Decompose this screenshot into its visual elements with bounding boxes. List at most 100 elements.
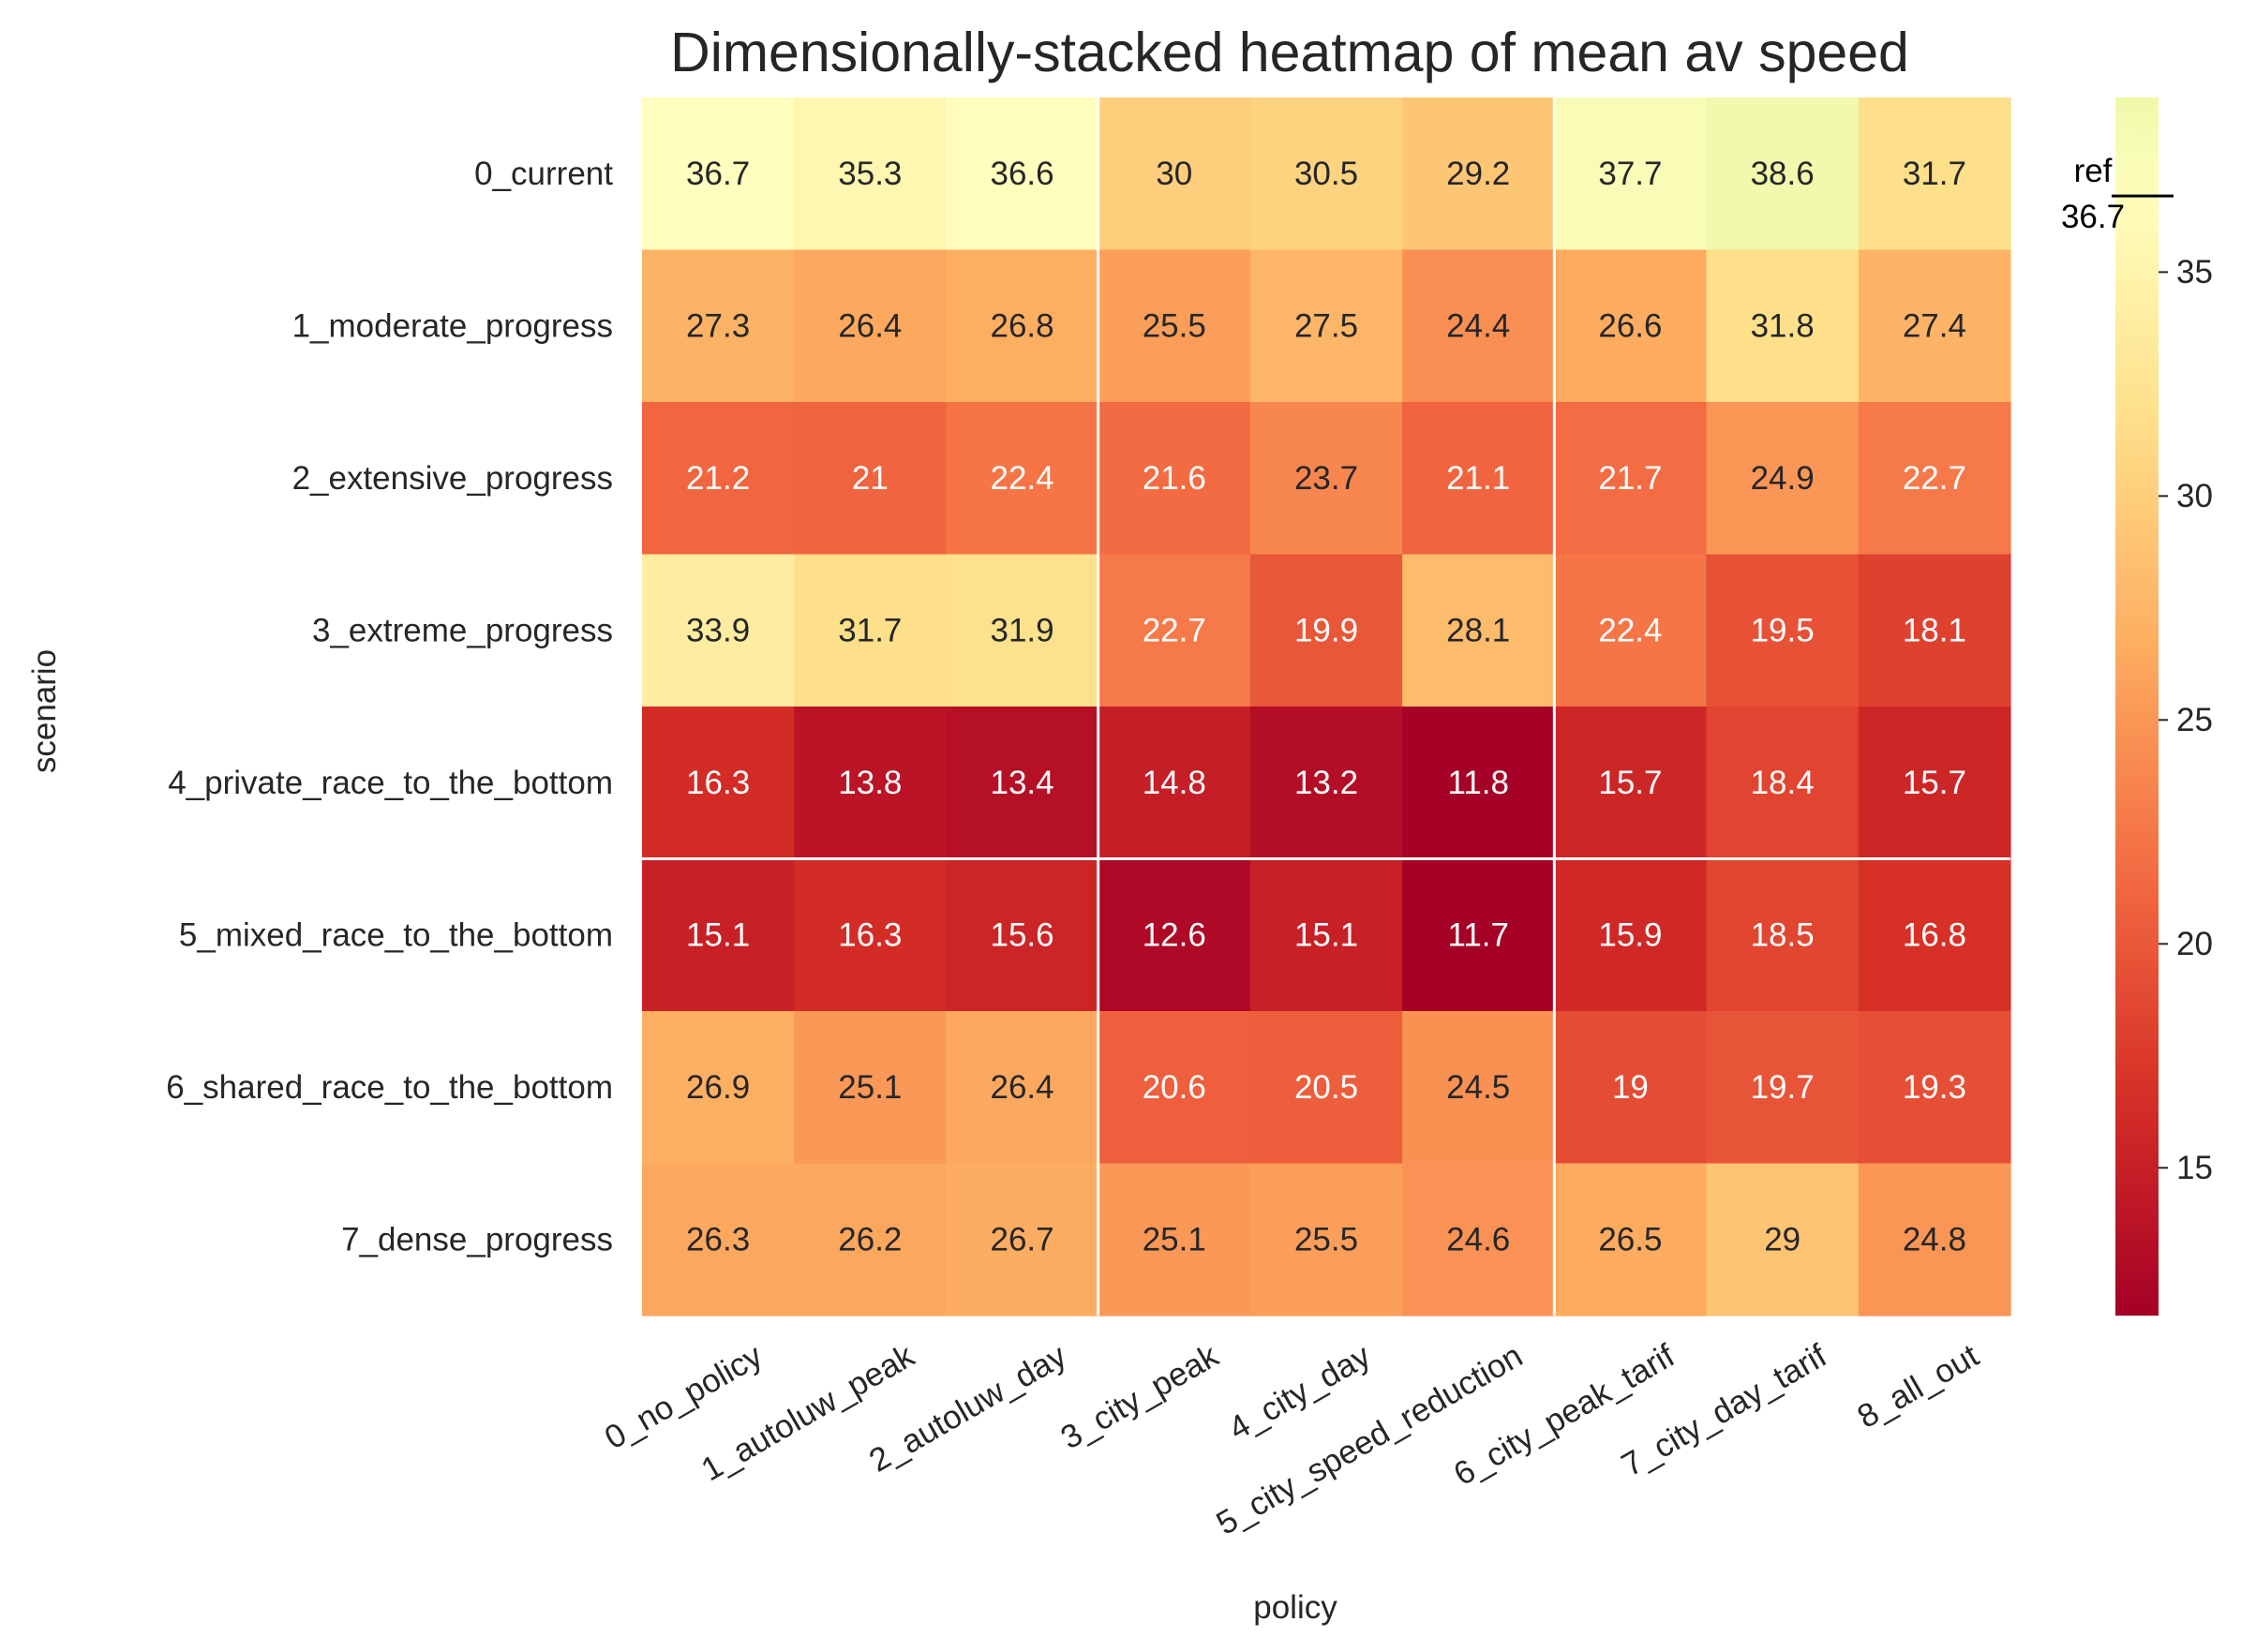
- cell-value-label: 35.3: [838, 156, 902, 192]
- heatmap-cell: [1554, 707, 1708, 860]
- colorbar: [2115, 97, 2159, 1316]
- colorbar-tick-label: 25: [2176, 702, 2213, 738]
- heatmap-cell: [946, 707, 1099, 860]
- reference-value: 36.7: [2061, 199, 2125, 235]
- y-tick-label: 0_current: [474, 156, 613, 192]
- colorbar-reference: ref 36.7: [2061, 153, 2174, 235]
- group-separators: [642, 97, 2010, 1316]
- heatmap-cell: [642, 554, 795, 707]
- colorbar-tick-label: 20: [2176, 926, 2213, 962]
- cell-value-label: 26.4: [990, 1069, 1053, 1106]
- cell-value-label: 29: [1764, 1221, 1800, 1258]
- heatmap-cell: [1402, 707, 1555, 860]
- heatmap-cell: [946, 1163, 1099, 1317]
- heatmap-cell: [1249, 554, 1403, 707]
- cell-value-label: 21.6: [1143, 460, 1206, 497]
- cell-value-label: 14.8: [1143, 765, 1206, 801]
- cell-value-label: 22.7: [1143, 612, 1206, 648]
- cell-value-label: 24.6: [1446, 1221, 1510, 1258]
- cell-value-label: 25.5: [1294, 1221, 1358, 1258]
- cell-value-label: 15.1: [686, 916, 750, 953]
- heatmap-cell: [946, 249, 1099, 403]
- cell-value-label: 22.4: [990, 460, 1053, 497]
- cell-value-label: 25.1: [1143, 1221, 1206, 1258]
- heatmap-cell: [1554, 402, 1708, 556]
- cell-value-label: 37.7: [1598, 156, 1662, 192]
- cell-value-label: 36.6: [990, 156, 1053, 192]
- heatmap-cell: [946, 402, 1099, 556]
- y-tick-label: 5_mixed_race_to_the_bottom: [179, 916, 613, 953]
- cell-value-label: 15.7: [1903, 765, 1966, 801]
- heatmap-cell: [642, 97, 795, 251]
- heatmap-cell: [1249, 1163, 1403, 1317]
- heatmap-cells: 36.7 35.3 36.6 30 30.5 29.2 37.7 38.6 31.7 27.3 26…: [642, 97, 2011, 1317]
- heatmap-cell: [1858, 1163, 2011, 1317]
- y-tick-label: 6_shared_race_to_the_bottom: [166, 1069, 613, 1106]
- x-axis-label: policy: [1253, 1589, 1337, 1626]
- heatmap-cell: [946, 858, 1099, 1012]
- y-tick-label: 3_extreme_progress: [312, 612, 613, 648]
- cell-value-label: 31.7: [838, 612, 902, 648]
- cell-value-label: 16.3: [838, 916, 902, 953]
- heatmap-cell: [1706, 402, 1860, 556]
- cell-value-label: 19.5: [1751, 612, 1815, 648]
- cell-value-label: 19: [1612, 1069, 1649, 1106]
- heatmap-cell: [1098, 858, 1251, 1012]
- y-axis-label: scenario: [26, 649, 63, 773]
- heatmap-cell: [1858, 707, 2011, 860]
- cell-value-label: 25.5: [1143, 307, 1206, 344]
- heatmap-cell: [1402, 249, 1555, 403]
- colorbar-ticks: 15 20 25 30 35: [2159, 254, 2213, 1186]
- cell-value-label: 12.6: [1143, 916, 1206, 953]
- cell-value-label: 13.4: [990, 765, 1053, 801]
- x-tick-labels: 0_no_policy1_autoluw_peak2_autoluw_day3_…: [599, 1337, 1985, 1542]
- heatmap-cell: [1249, 858, 1403, 1012]
- chart-title: Dimensionally-stacked heatmap of mean av…: [670, 22, 1909, 83]
- heatmap-cell: [1402, 858, 1555, 1012]
- cell-value-label: 21.1: [1446, 460, 1510, 497]
- cell-value-label: 15.9: [1598, 916, 1662, 953]
- cell-value-label: 11.7: [1447, 916, 1509, 953]
- heatmap-cell: [1249, 97, 1403, 251]
- y-tick-labels: 0_current 1_moderate_progress 2_extensive_…: [166, 156, 613, 1258]
- heatmap-cell: [1098, 707, 1251, 860]
- colorbar-tick-label: 35: [2176, 254, 2213, 290]
- heatmap-cell: [642, 402, 795, 556]
- cell-value-label: 31.7: [1903, 156, 1966, 192]
- cell-value-label: 38.6: [1751, 156, 1815, 192]
- cell-value-label: 20.5: [1294, 1069, 1358, 1106]
- heatmap-cell: [794, 1011, 948, 1165]
- cell-value-label: 28.1: [1446, 612, 1510, 648]
- cell-value-label: 23.7: [1294, 460, 1358, 497]
- heatmap-cell: [1098, 402, 1251, 556]
- heatmap-cell: [794, 97, 948, 251]
- cell-value-label: 22.4: [1598, 612, 1662, 648]
- colorbar-tick-label: 30: [2176, 478, 2213, 514]
- cell-value-label: 24.9: [1751, 460, 1815, 497]
- cell-value-label: 30: [1156, 156, 1192, 192]
- cell-value-label: 15.1: [1294, 916, 1358, 953]
- cell-value-label: 16.3: [686, 765, 750, 801]
- heatmap-cell: [1858, 554, 2011, 707]
- heatmap-cell: [642, 1163, 795, 1317]
- cell-value-label: 26.6: [1598, 307, 1662, 344]
- heatmap-cell: [1402, 1163, 1555, 1317]
- heatmap-cell: [1249, 707, 1403, 860]
- cell-value-label: 21.7: [1598, 460, 1662, 497]
- heatmap-cell: [1402, 1011, 1555, 1165]
- heatmap-cell: [1554, 97, 1708, 251]
- heatmap-cell: [1706, 858, 1860, 1012]
- cell-value-label: 19.9: [1294, 612, 1358, 648]
- heatmap-cell: [1098, 97, 1251, 251]
- heatmap-cell: [1858, 249, 2011, 403]
- heatmap-cell: [946, 97, 1099, 251]
- cell-value-label: 18.5: [1751, 916, 1815, 953]
- heatmap-cell: [1554, 1163, 1708, 1317]
- heatmap-cell: [1402, 97, 1555, 251]
- cell-value-label: 25.1: [838, 1069, 902, 1106]
- cell-value-label: 26.5: [1598, 1221, 1662, 1258]
- colorbar-tick-label: 15: [2176, 1150, 2213, 1186]
- cell-value-label: 31.9: [990, 612, 1053, 648]
- cell-value-label: 20.6: [1143, 1069, 1206, 1106]
- heatmap-cell: [1098, 1011, 1251, 1165]
